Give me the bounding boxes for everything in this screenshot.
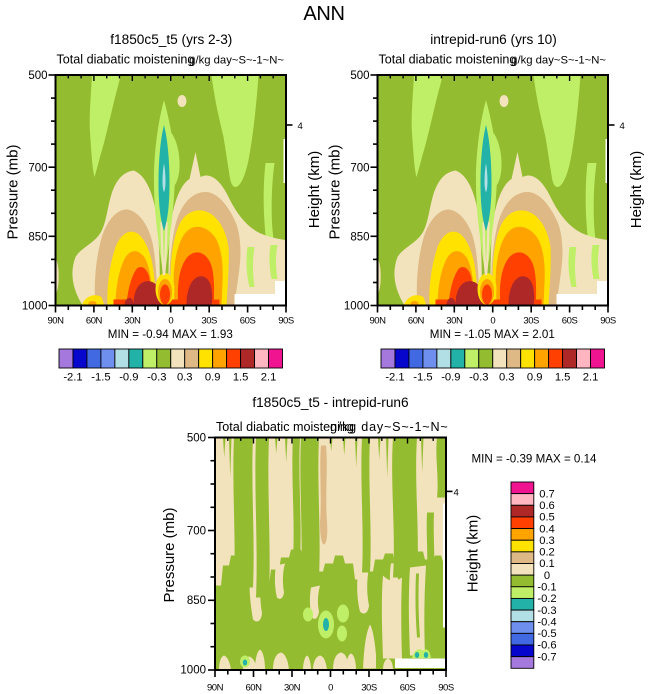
svg-text:MIN = -0.39 MAX = 0.14: MIN = -0.39 MAX = 0.14	[471, 452, 597, 465]
svg-text:g/kg day~S~-1~N~: g/kg day~S~-1~N~	[189, 54, 284, 66]
svg-text:f1850c5_t5 (yrs 2-3): f1850c5_t5 (yrs 2-3)	[110, 32, 232, 47]
svg-text:2.1: 2.1	[261, 372, 277, 384]
svg-text:0.2: 0.2	[539, 547, 555, 559]
svg-text:0.3: 0.3	[177, 372, 193, 384]
svg-text:90S: 90S	[278, 316, 294, 327]
svg-text:0.3: 0.3	[499, 372, 515, 384]
svg-text:0.1: 0.1	[539, 558, 555, 570]
svg-text:0.9: 0.9	[205, 372, 221, 384]
svg-text:-0.3: -0.3	[147, 372, 166, 384]
svg-text:60N: 60N	[245, 683, 262, 694]
svg-text:1000: 1000	[180, 665, 206, 677]
svg-text:0.3: 0.3	[539, 535, 555, 547]
svg-text:1.5: 1.5	[233, 372, 249, 384]
svg-text:700: 700	[350, 162, 369, 174]
svg-text:Total diabatic moistening: Total diabatic moistening	[379, 52, 517, 66]
svg-text:-1.5: -1.5	[91, 372, 110, 384]
svg-text:Pressure (mb): Pressure (mb)	[5, 144, 22, 239]
svg-text:MIN = -0.94 MAX = 1.93: MIN = -0.94 MAX = 1.93	[108, 328, 233, 341]
svg-text:0: 0	[168, 316, 173, 327]
svg-text:850: 850	[350, 232, 369, 244]
svg-text:0: 0	[490, 316, 495, 327]
svg-text:0.6: 0.6	[539, 500, 555, 512]
svg-text:-0.3: -0.3	[537, 605, 556, 617]
svg-text:30N: 30N	[284, 683, 301, 694]
svg-text:-0.7: -0.7	[537, 651, 556, 663]
svg-text:Height (km): Height (km)	[465, 515, 482, 593]
svg-text:700: 700	[187, 525, 206, 537]
svg-text:-0.9: -0.9	[441, 372, 460, 384]
svg-text:-0.9: -0.9	[119, 372, 138, 384]
svg-text:g/kg day~S~-1~N~: g/kg day~S~-1~N~	[511, 54, 606, 66]
svg-text:4: 4	[454, 487, 459, 498]
svg-text:60S: 60S	[240, 316, 256, 327]
svg-text:30S: 30S	[201, 316, 217, 327]
svg-text:500: 500	[350, 70, 369, 82]
svg-text:Total diabatic moistening: Total diabatic moistening	[57, 52, 195, 66]
svg-text:-0.2: -0.2	[537, 593, 556, 605]
svg-text:30S: 30S	[361, 683, 377, 694]
svg-text:0.5: 0.5	[539, 512, 555, 524]
svg-text:-2.1: -2.1	[63, 372, 82, 384]
svg-text:1.5: 1.5	[555, 372, 571, 384]
svg-text:ANN: ANN	[303, 3, 344, 25]
svg-text:0: 0	[544, 570, 550, 582]
svg-text:60N: 60N	[86, 316, 103, 327]
svg-text:1000: 1000	[22, 300, 48, 312]
svg-text:Total diabatic moistening: Total diabatic moistening	[216, 420, 354, 434]
svg-text:4: 4	[620, 121, 625, 132]
svg-text:Height (km): Height (km)	[628, 151, 645, 229]
svg-text:4: 4	[298, 121, 303, 132]
svg-text:-1.5: -1.5	[413, 372, 432, 384]
svg-text:Pressure (mb): Pressure (mb)	[161, 507, 178, 602]
svg-text:30S: 30S	[523, 316, 539, 327]
svg-text:90N: 90N	[47, 316, 64, 327]
svg-text:0.4: 0.4	[539, 523, 555, 535]
svg-text:-0.6: -0.6	[537, 640, 556, 652]
svg-text:30N: 30N	[124, 316, 141, 327]
svg-text:-0.4: -0.4	[537, 616, 556, 628]
svg-text:90S: 90S	[600, 316, 616, 327]
svg-text:1000: 1000	[344, 300, 370, 312]
svg-text:90N: 90N	[207, 683, 224, 694]
svg-text:90N: 90N	[369, 316, 386, 327]
svg-text:-2.1: -2.1	[385, 372, 404, 384]
svg-text:f1850c5_t5 - intrepid-run6: f1850c5_t5 - intrepid-run6	[252, 395, 408, 410]
svg-text:Pressure (mb): Pressure (mb)	[327, 144, 344, 239]
svg-text:700: 700	[28, 162, 47, 174]
svg-text:MIN = -1.05 MAX = 2.01: MIN = -1.05 MAX = 2.01	[430, 328, 555, 341]
svg-text:0: 0	[328, 683, 333, 694]
svg-text:500: 500	[28, 70, 47, 82]
svg-text:2.1: 2.1	[583, 372, 599, 384]
svg-text:g/kg day~S~-1~N~: g/kg day~S~-1~N~	[330, 420, 449, 434]
svg-text:60S: 60S	[562, 316, 578, 327]
svg-text:500: 500	[187, 432, 206, 444]
svg-text:30N: 30N	[446, 316, 463, 327]
svg-text:850: 850	[28, 232, 47, 244]
svg-text:60S: 60S	[400, 683, 416, 694]
svg-text:90S: 90S	[438, 683, 454, 694]
svg-text:60N: 60N	[408, 316, 425, 327]
svg-text:Height (km): Height (km)	[306, 151, 323, 229]
svg-text:intrepid-run6 (yrs 10): intrepid-run6 (yrs 10)	[430, 32, 557, 47]
svg-text:850: 850	[187, 595, 206, 607]
svg-text:0.7: 0.7	[539, 488, 555, 500]
svg-text:-0.1: -0.1	[537, 581, 556, 593]
svg-text:-0.3: -0.3	[469, 372, 488, 384]
svg-text:-0.5: -0.5	[537, 628, 556, 640]
svg-text:0.9: 0.9	[527, 372, 543, 384]
